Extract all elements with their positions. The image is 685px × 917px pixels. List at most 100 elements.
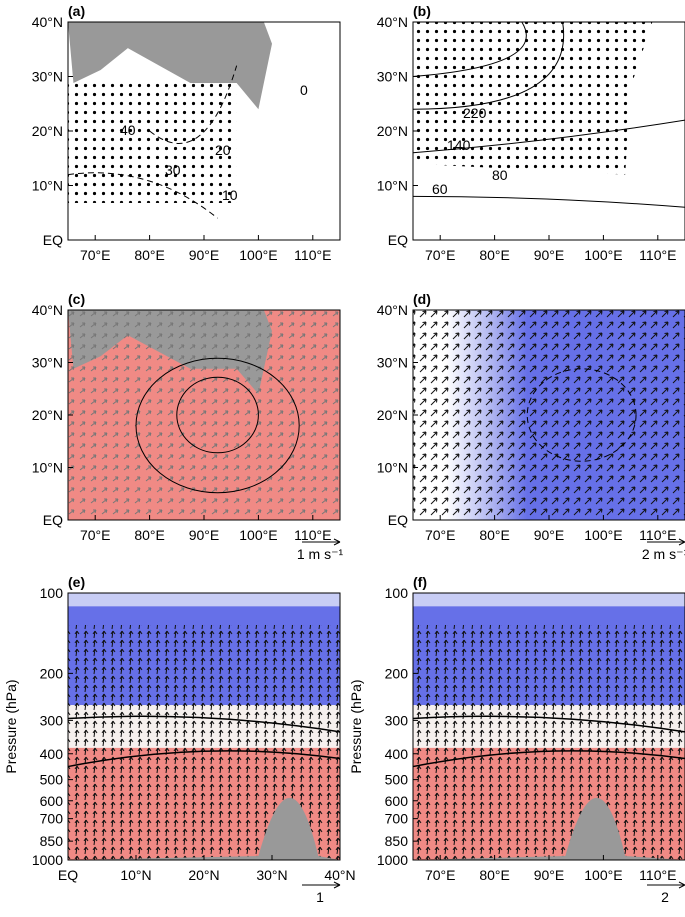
x-tick-label: 30°N — [256, 867, 287, 883]
scale-label: 1 m s⁻¹ — [297, 546, 344, 562]
reference-arrow — [302, 538, 341, 546]
wind-vectors — [68, 310, 340, 520]
scale-label: 1 — [316, 889, 324, 905]
x-tick-label: 90°E — [189, 527, 220, 543]
reference-arrow — [647, 538, 685, 546]
contour-label: 10 — [222, 187, 238, 203]
y-tick-label: 200 — [385, 665, 409, 681]
contour-label: 20 — [215, 142, 231, 158]
x-tick-label: 80°E — [479, 247, 510, 263]
wind-vectors — [413, 310, 685, 520]
y-tick-label: 30°N — [32, 69, 63, 85]
shading — [68, 593, 340, 607]
contour-label: 220 — [463, 105, 487, 121]
contour — [67, 65, 238, 219]
y-tick-label: 850 — [385, 833, 409, 849]
y-tick-label: 20°N — [377, 123, 408, 139]
x-tick-label: 80°E — [134, 247, 165, 263]
y-tick-label: 40°N — [32, 14, 63, 30]
y-tick-label: 500 — [40, 772, 64, 788]
x-tick-label: 70°E — [425, 527, 456, 543]
panel-label: (f) — [413, 574, 427, 590]
x-tick-label: 100°E — [239, 527, 277, 543]
y-tick-label: 850 — [40, 833, 64, 849]
x-tick-label: 100°E — [584, 867, 622, 883]
x-tick-label: 70°E — [425, 867, 456, 883]
contour-label: 40 — [120, 122, 136, 138]
contour-label: 80 — [492, 167, 508, 183]
x-tick-label: 110°E — [294, 247, 331, 263]
y-tick-label: 600 — [40, 793, 64, 809]
x-tick-label: 110°E — [639, 247, 676, 263]
x-tick-label: 110°E — [294, 527, 331, 543]
y-tick-label: 20°N — [377, 407, 408, 423]
y-tick-label: 20°N — [32, 407, 63, 423]
y-tick-label: 400 — [40, 746, 64, 762]
shading — [413, 593, 685, 607]
x-tick-label: 10°N — [120, 867, 151, 883]
x-tick-label: EQ — [58, 867, 78, 883]
x-tick-label: 90°E — [534, 247, 565, 263]
scale-label: 2 — [661, 889, 669, 905]
x-tick-label: 90°E — [534, 867, 565, 883]
contour-label: 0 — [300, 82, 308, 98]
y-tick-label: 100 — [40, 585, 64, 601]
y-tick-label: 30°N — [32, 355, 63, 371]
terrain — [413, 797, 685, 860]
x-tick-label: 100°E — [584, 247, 622, 263]
land — [68, 22, 272, 110]
x-tick-label: 90°E — [189, 247, 220, 263]
x-tick-label: 110°E — [639, 867, 676, 883]
y-tick-label: 40°N — [377, 302, 408, 318]
y-tick-label: 10°N — [32, 460, 63, 476]
y-tick-label: 300 — [40, 712, 64, 728]
stipple — [68, 83, 237, 203]
y-tick-label: 30°N — [377, 69, 408, 85]
x-tick-label: 40°N — [324, 867, 355, 883]
y-tick-label: 1000 — [377, 852, 408, 868]
contour — [412, 21, 685, 208]
x-tick-label: 80°E — [479, 867, 510, 883]
y-tick-label: EQ — [43, 512, 63, 528]
contour — [67, 715, 341, 768]
y-axis-title: Pressure (hPa) — [3, 679, 19, 773]
y-tick-label: 40°N — [377, 14, 408, 30]
contour — [135, 357, 300, 494]
x-tick-label: 90°E — [534, 527, 565, 543]
panel-label: (a) — [68, 3, 85, 19]
x-tick-label: 100°E — [239, 247, 277, 263]
y-tick-label: 300 — [385, 712, 409, 728]
y-tick-label: EQ — [43, 232, 63, 248]
y-tick-label: 20°N — [32, 123, 63, 139]
contour — [526, 368, 637, 462]
stipple — [413, 22, 653, 175]
reference-arrow — [647, 881, 685, 889]
panel-label: (b) — [413, 3, 431, 19]
x-tick-label: 100°E — [584, 527, 622, 543]
terrain — [68, 797, 340, 860]
x-tick-label: 20°N — [188, 867, 219, 883]
contour-label: 30 — [165, 162, 181, 178]
contour-label: 140 — [447, 137, 471, 153]
x-tick-label: 110°E — [639, 527, 676, 543]
y-tick-label: 700 — [40, 811, 64, 827]
y-tick-label: 200 — [40, 665, 64, 681]
y-tick-label: 10°N — [32, 178, 63, 194]
panel-label: (e) — [68, 574, 85, 590]
contour — [176, 376, 259, 454]
y-tick-label: EQ — [388, 512, 408, 528]
panel-label: (c) — [68, 291, 85, 307]
y-tick-label: 1000 — [32, 852, 63, 868]
y-tick-label: 500 — [385, 772, 409, 788]
contour-label: 60 — [432, 181, 448, 197]
y-tick-label: 40°N — [32, 302, 63, 318]
x-tick-label: 80°E — [134, 527, 165, 543]
y-tick-label: EQ — [388, 232, 408, 248]
y-tick-label: 600 — [385, 793, 409, 809]
y-tick-label: 100 — [385, 585, 409, 601]
y-tick-label: 10°N — [377, 178, 408, 194]
x-tick-label: 70°E — [80, 247, 111, 263]
x-tick-label: 80°E — [479, 527, 510, 543]
x-tick-label: 70°E — [80, 527, 111, 543]
